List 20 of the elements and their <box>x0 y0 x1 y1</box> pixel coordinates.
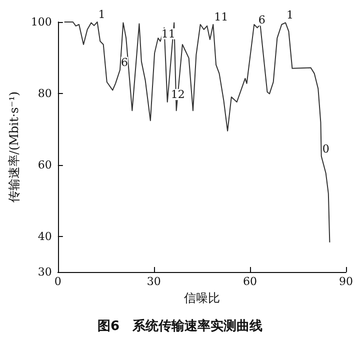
annotation: 11 <box>161 27 176 40</box>
x-tick-label: 90 <box>339 275 353 288</box>
text: 图6 系统传输速率实测曲线 <box>97 318 263 334</box>
x-axis-title: 信噪比 <box>184 291 220 305</box>
y-axis-title: 传输速率/(Mbit·s⁻¹) <box>7 91 21 203</box>
y-tick-label: 100 <box>30 16 52 28</box>
annotation: 11 <box>214 10 228 24</box>
annotation: 6 <box>258 14 266 27</box>
x-tick-label: 60 <box>242 275 257 288</box>
annotation: 0 <box>322 142 330 156</box>
x-tick-label: 0 <box>54 275 62 288</box>
annotation: 1 <box>98 8 106 21</box>
annotation: 12 <box>170 88 185 101</box>
y-tick-label: 60 <box>38 158 52 172</box>
x-tick-label: 30 <box>146 275 161 288</box>
annotation: 1 <box>286 8 294 22</box>
y-tick-label: 40 <box>38 230 52 243</box>
y-tick-label: 30 <box>38 266 52 278</box>
annotation: 6 <box>121 56 128 69</box>
y-tick-label: 80 <box>38 86 52 100</box>
